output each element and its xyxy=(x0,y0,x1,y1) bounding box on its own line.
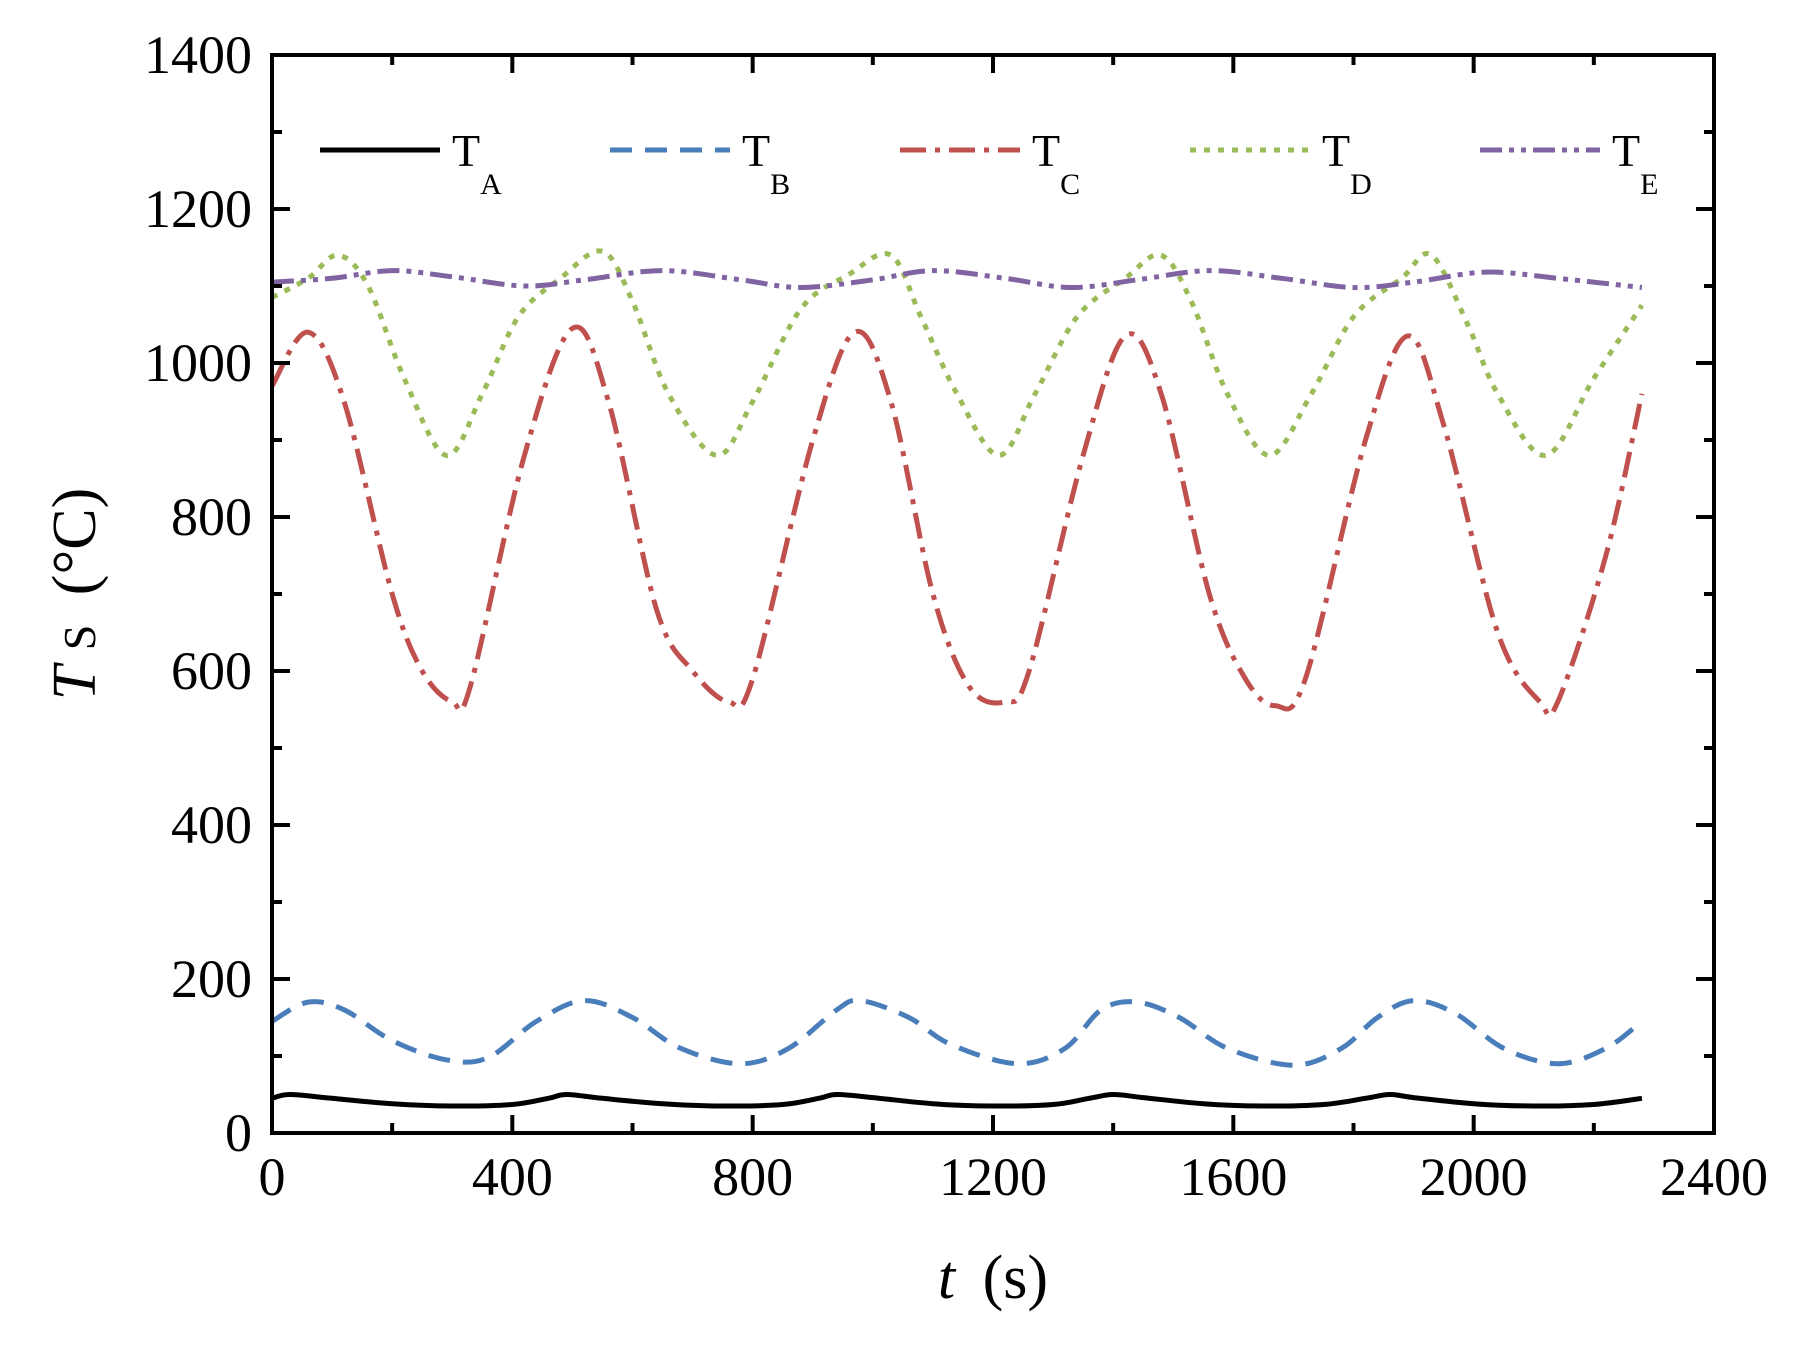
y-tick-label: 600 xyxy=(171,641,252,701)
series-layer xyxy=(269,248,1645,1109)
y-axis-title: T S (°C) xyxy=(41,488,109,701)
y-tick-label: 400 xyxy=(171,795,252,855)
y-tick-label: 200 xyxy=(171,949,252,1009)
legend-label-subscript: D xyxy=(1350,168,1372,201)
x-axis-title-variable: t xyxy=(938,1244,957,1312)
y-axis-title-variable: T xyxy=(41,661,109,700)
legend-label-main: T xyxy=(1612,125,1640,176)
legend-label-main: T xyxy=(1322,125,1350,176)
y-tick-label: 0 xyxy=(225,1103,252,1163)
legend-label-subscript: A xyxy=(480,168,502,201)
y-tick-label: 800 xyxy=(171,487,252,547)
series-line-t-c xyxy=(269,324,1645,719)
legend-label-main: T xyxy=(1032,125,1060,176)
y-axis-title-subscript: S xyxy=(54,625,105,651)
legend-label-t-b: TB xyxy=(742,125,790,201)
y-tick-label: 1200 xyxy=(144,179,252,239)
plot-area-frame xyxy=(270,53,1716,1135)
series-line-t-e xyxy=(271,268,1643,291)
legend-label-t-a: TA xyxy=(452,125,502,201)
legend-label-t-e: TE xyxy=(1612,125,1658,201)
x-axis-title-unit: (s) xyxy=(983,1244,1048,1312)
series-line-t-a xyxy=(271,1091,1643,1109)
x-tick-label: 2000 xyxy=(1420,1147,1528,1207)
x-tick-label: 0 xyxy=(259,1147,286,1207)
legend-label-main: T xyxy=(452,125,480,176)
legend-label-subscript: C xyxy=(1060,168,1080,201)
x-tick-label: 1600 xyxy=(1179,1147,1287,1207)
y-tick-label: 1400 xyxy=(144,25,252,85)
x-tick-label: 1200 xyxy=(939,1147,1047,1207)
legend-label-t-d: TD xyxy=(1322,125,1372,201)
x-axis-title: t (s) xyxy=(938,1244,1048,1312)
x-tick-label: 2400 xyxy=(1660,1147,1768,1207)
y-tick-label: 1000 xyxy=(144,333,252,393)
x-tick-label: 800 xyxy=(712,1147,793,1207)
legend-label-t-c: TC xyxy=(1032,125,1080,201)
legend-label-main: T xyxy=(742,125,770,176)
ticks-layer: 0 400 800 1200 1600 2000 2400 0 200 400 600 800 1000… xyxy=(144,25,1768,1207)
x-tick-label: 400 xyxy=(472,1147,553,1207)
y-axis-title-unit: (°C) xyxy=(41,488,109,595)
legend-label-subscript: B xyxy=(770,168,790,201)
legend-label-subscript: E xyxy=(1640,168,1658,201)
